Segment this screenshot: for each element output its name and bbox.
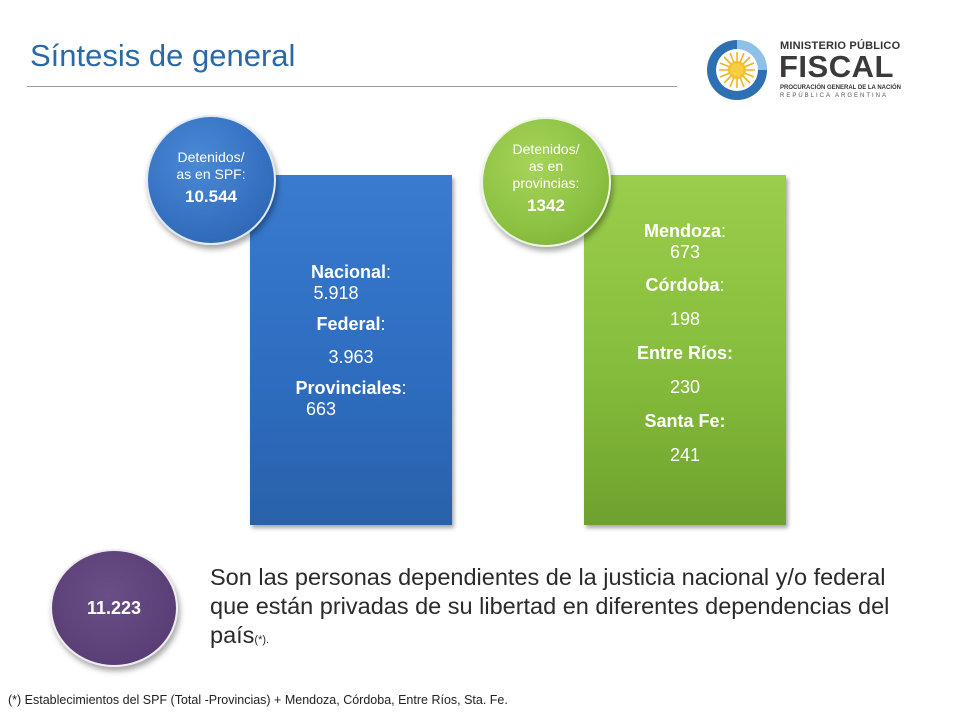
spf-value-nacional: 5.918: [313, 283, 359, 303]
prov-bubble-label-2: as en: [528, 158, 564, 174]
prov-bubble-label-3: provincias:: [512, 175, 580, 191]
prov-item-santa-fe: Santa Fe:: [644, 411, 726, 431]
prov-bubble-value: 1342: [527, 196, 565, 215]
prov-item-entre-rios: Entre Ríos:: [636, 343, 733, 363]
sun-emblem-icon: [707, 40, 767, 100]
spf-item-provinciales: Provinciales:: [295, 378, 407, 398]
total-note-mark: (*).: [254, 634, 270, 646]
total-description-text: Son las personas dependientes de la just…: [210, 564, 890, 648]
prov-bubble-label-1: Detenidos/: [512, 141, 580, 157]
total-description: Son las personas dependientes de la just…: [210, 563, 910, 655]
spf-bubble-label-2: as en SPF:: [176, 166, 246, 182]
prov-value-cordoba: 198: [669, 309, 701, 329]
spf-value-federal: 3.963: [328, 347, 374, 367]
prov-item-mendoza: Mendoza:: [643, 221, 727, 241]
logo-line-1: MINISTERIO PÚBLICO: [780, 40, 901, 52]
spf-item-nacional: Nacional:: [310, 262, 392, 282]
logo-line-3: PROCURACIÓN GENERAL DE LA NACIÓN: [780, 85, 902, 91]
prov-value-mendoza: 673: [669, 242, 701, 262]
title-divider: [27, 86, 677, 87]
prov-value-santa-fe: 241: [669, 445, 701, 465]
provincias-breakdown-panel: Mendoza: 673 Córdoba: 198 Entre Ríos: 23…: [584, 175, 786, 525]
logo-line-2: FISCAL: [779, 49, 894, 84]
logo-line-4: REPÚBLICA ARGENTINA: [780, 93, 889, 99]
total-detenidos-circle: 11.223: [50, 549, 178, 667]
spf-item-federal: Federal:: [316, 314, 386, 334]
footnote: (*) Establecimientos del SPF (Total -Pro…: [8, 693, 508, 707]
spf-total-bubble: Detenidos/ as en SPF: 10.544: [146, 115, 276, 245]
spf-bubble-label-1: Detenidos/: [177, 149, 245, 165]
prov-item-cordoba: Córdoba:: [645, 275, 725, 295]
total-value: 11.223: [86, 597, 142, 618]
spf-value-provinciales: 663: [305, 399, 337, 419]
ministerio-publico-fiscal-logo: MINISTERIO PÚBLICO FISCAL PROCURACIÓN GE…: [706, 36, 906, 102]
prov-value-entre-rios: 230: [669, 377, 701, 397]
spf-breakdown-panel: Nacional: 5.918 Federal: 3.963 Provincia…: [250, 175, 452, 525]
slide-title: Síntesis de general: [30, 38, 296, 73]
spf-bubble-value: 10.544: [185, 187, 237, 206]
provincias-total-bubble: Detenidos/ as en provincias: 1342: [481, 117, 611, 247]
